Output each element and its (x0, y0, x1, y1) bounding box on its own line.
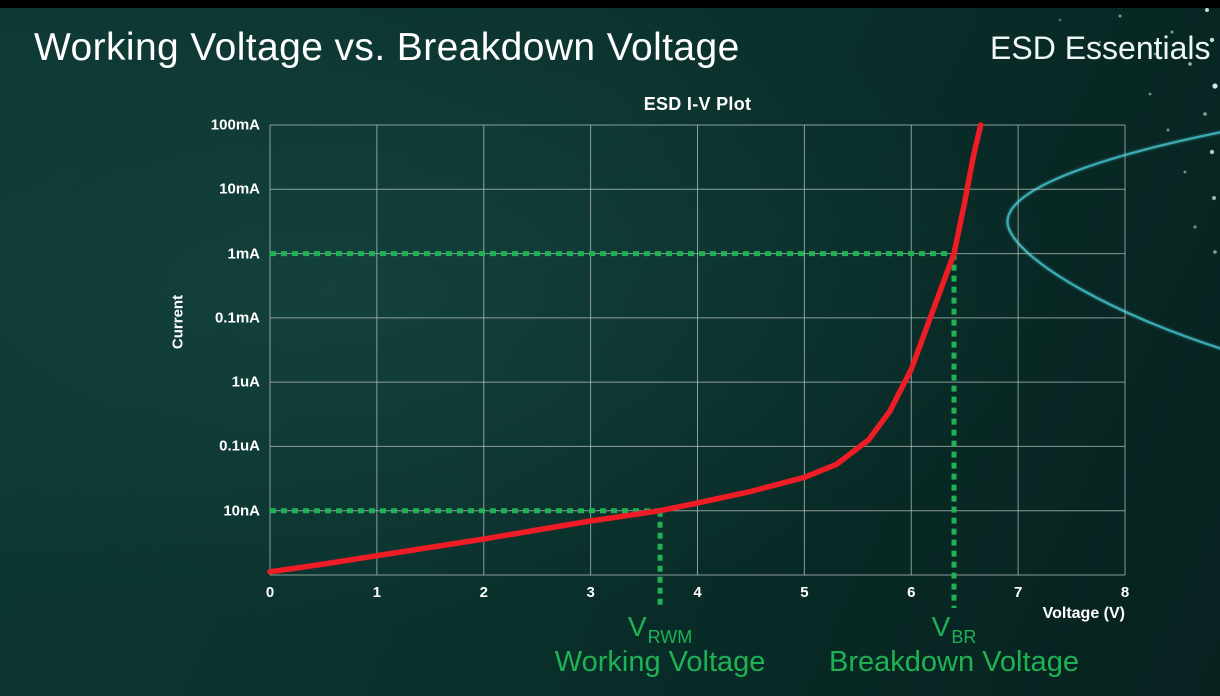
x-tick-label: 3 (586, 584, 595, 601)
x-tick-label: 6 (907, 584, 916, 601)
y-tick-label: 10nA (223, 502, 260, 520)
x-tick-label: 0 (265, 584, 275, 601)
iv-curve (267, 122, 984, 575)
y-tick-label: 0.1mA (214, 309, 260, 327)
annotation-vrwm: VRWM Working Voltage (555, 612, 766, 678)
x-tick-label: 2 (479, 584, 488, 601)
top-black-bar (0, 0, 1220, 8)
brand-text: ESD Essentials (990, 30, 1211, 66)
y-tick-label: 10mA (219, 180, 260, 198)
x-tick-label: 8 (1120, 584, 1130, 601)
x-axis-label: Voltage (V) (1042, 605, 1125, 622)
y-tick-label: 1mA (227, 245, 260, 263)
y-tick-label: 0.1uA (219, 437, 260, 455)
x-tick-label: 7 (1013, 584, 1023, 601)
x-tick-label: 4 (693, 584, 702, 601)
vbr-subscript: BR (951, 627, 977, 647)
x-tick-label: 1 (372, 584, 382, 601)
annotation-vbr: VBR Breakdown Voltage (829, 612, 1079, 678)
vbr-symbol-line: VBR (829, 611, 1079, 647)
y-tick-label: 100mA (210, 116, 260, 134)
vrwm-symbol-line: VRWM (555, 611, 766, 647)
vrwm-symbol: V (627, 611, 647, 642)
vrwm-subscript: RWM (647, 627, 693, 647)
y-tick-label: 1uA (231, 373, 260, 391)
vrwm-caption: Working Voltage (554, 646, 766, 679)
page-title: Working Voltage vs. Breakdown Voltage (34, 26, 740, 69)
x-tick-label: 5 (800, 584, 809, 601)
vbr-symbol: V (931, 611, 951, 642)
vbr-caption: Breakdown Voltage (829, 646, 1079, 679)
chart-title: ESD I-V Plot (643, 94, 752, 114)
